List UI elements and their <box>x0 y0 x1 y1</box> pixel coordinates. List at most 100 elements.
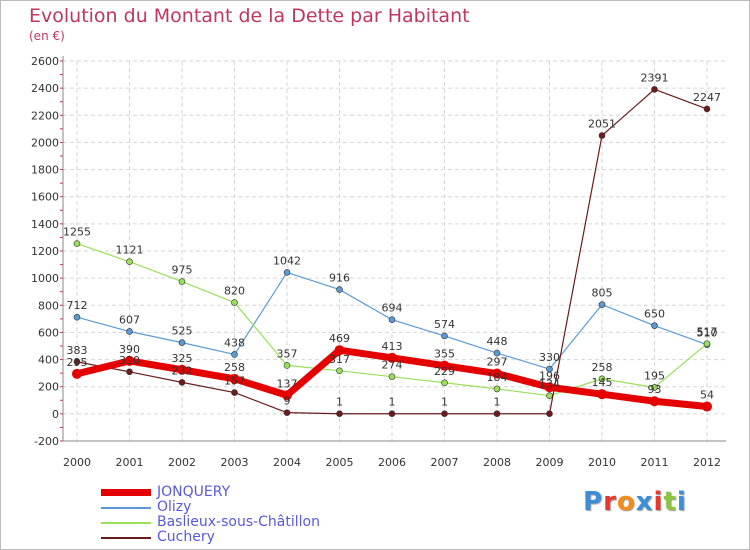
y-tick-label: 1800 <box>31 164 59 177</box>
data-label: 137 <box>277 377 298 390</box>
brand-letter: i <box>653 487 664 517</box>
data-point-olizy <box>283 269 291 276</box>
data-label: 317 <box>329 353 350 366</box>
data-point-cuchery <box>546 410 553 418</box>
brand-letter: i <box>676 487 687 517</box>
data-point-olizy <box>336 286 343 293</box>
data-label: 574 <box>434 318 455 331</box>
data-point-cuchery <box>73 358 81 366</box>
data-label: 1042 <box>273 254 301 267</box>
data-point-jonquery <box>649 396 660 407</box>
data-point-baslieux-sous-ch-tillon <box>388 373 396 380</box>
y-tick-label: 800 <box>38 299 59 312</box>
x-tick-label: 2010 <box>588 456 616 469</box>
legend-item-cuchery: Cuchery <box>101 530 361 545</box>
chart-subtitle: (en €) <box>29 29 65 43</box>
x-tick-label: 2002 <box>168 456 196 469</box>
x-tick-label: 2003 <box>221 456 249 469</box>
x-tick-label: 2001 <box>116 456 144 469</box>
y-tick-label: 2200 <box>31 109 59 122</box>
data-label: 975 <box>172 264 193 277</box>
data-point-cuchery <box>703 105 711 113</box>
data-label: 517 <box>697 326 718 339</box>
data-label: 54 <box>700 389 714 402</box>
proxiti-logo: Proxiti <box>583 487 687 517</box>
legend-item-jonquery: JONQUERY <box>101 485 361 500</box>
data-label: 1 <box>441 396 448 409</box>
legend-label-jonquery: JONQUERY <box>157 484 231 500</box>
data-label: 916 <box>329 272 350 285</box>
data-label: 274 <box>382 359 403 372</box>
data-label: 1 <box>336 396 343 409</box>
data-label: 229 <box>434 365 455 378</box>
x-tick-label: 2006 <box>378 456 406 469</box>
data-point-jonquery <box>124 355 135 366</box>
data-label: 712 <box>67 299 88 312</box>
data-label: 232 <box>172 364 193 377</box>
legend-item-baslieux: Baslieux-sous-Châtillon <box>101 515 361 530</box>
data-label: 525 <box>172 325 193 338</box>
data-label: 325 <box>172 352 193 365</box>
data-point-olizy <box>598 301 606 308</box>
data-label: 357 <box>277 347 298 360</box>
data-point-jonquery <box>702 401 712 412</box>
data-point-jonquery <box>492 368 502 379</box>
data-label: 448 <box>487 335 508 348</box>
data-point-olizy <box>651 322 658 329</box>
data-point-olizy <box>126 328 133 335</box>
y-tick-label: 2600 <box>31 55 59 68</box>
data-point-baslieux-sous-ch-tillon <box>441 379 448 387</box>
data-label: 297 <box>487 356 508 369</box>
data-label: 805 <box>592 287 613 300</box>
data-point-baslieux-sous-ch-tillon <box>598 375 606 383</box>
data-point-cuchery <box>388 410 396 418</box>
y-tick-label: -200 <box>34 435 59 448</box>
data-point-jonquery <box>334 345 345 356</box>
data-point-olizy <box>231 351 238 358</box>
legend-swatch-cuchery <box>101 537 151 539</box>
y-tick-label: 600 <box>38 326 59 339</box>
brand-letter: t <box>663 487 677 517</box>
data-label: 196 <box>539 369 560 382</box>
data-label: 438 <box>224 336 245 349</box>
data-label: 258 <box>592 361 613 374</box>
y-tick-label: 2400 <box>31 82 59 95</box>
data-point-olizy <box>73 313 81 321</box>
brand-letter: r <box>603 487 617 517</box>
legend: JONQUERY Olizy Baslieux-sous-Châtillon C… <box>101 485 361 545</box>
data-label: 184 <box>487 371 508 384</box>
data-point-cuchery <box>283 409 291 416</box>
data-label: 134 <box>539 378 560 391</box>
x-tick-label: 2005 <box>326 456 354 469</box>
data-label: 2391 <box>641 71 669 84</box>
data-label: 2247 <box>693 91 721 104</box>
x-tick-label: 2012 <box>693 456 721 469</box>
data-label: 390 <box>119 343 140 356</box>
data-point-cuchery <box>441 410 448 418</box>
data-point-cuchery <box>126 368 133 376</box>
data-point-jonquery <box>439 360 450 371</box>
legend-swatch-olizy <box>101 507 151 509</box>
y-tick-label: 1400 <box>31 218 59 231</box>
y-tick-label: 200 <box>38 381 59 394</box>
data-label: 383 <box>67 344 88 357</box>
data-label: 157 <box>224 375 245 388</box>
x-tick-label: 2009 <box>536 456 564 469</box>
y-tick-label: 0 <box>52 408 59 421</box>
legend-swatch-jonquery <box>101 489 151 496</box>
data-label: 607 <box>119 313 140 326</box>
legend-label-olizy: Olizy <box>157 499 192 515</box>
data-point-cuchery <box>493 410 501 418</box>
data-label: 469 <box>329 332 350 345</box>
legend-item-olizy: Olizy <box>101 500 361 515</box>
legend-label-baslieux: Baslieux-sous-Châtillon <box>157 514 320 530</box>
legend-label-cuchery: Cuchery <box>157 529 215 545</box>
data-label: 650 <box>644 308 665 321</box>
x-tick-label: 2011 <box>641 456 669 469</box>
data-label: 310 <box>119 354 140 367</box>
data-label: 820 <box>224 285 245 298</box>
y-tick-label: 1200 <box>31 245 59 258</box>
data-point-jonquery <box>387 352 397 363</box>
